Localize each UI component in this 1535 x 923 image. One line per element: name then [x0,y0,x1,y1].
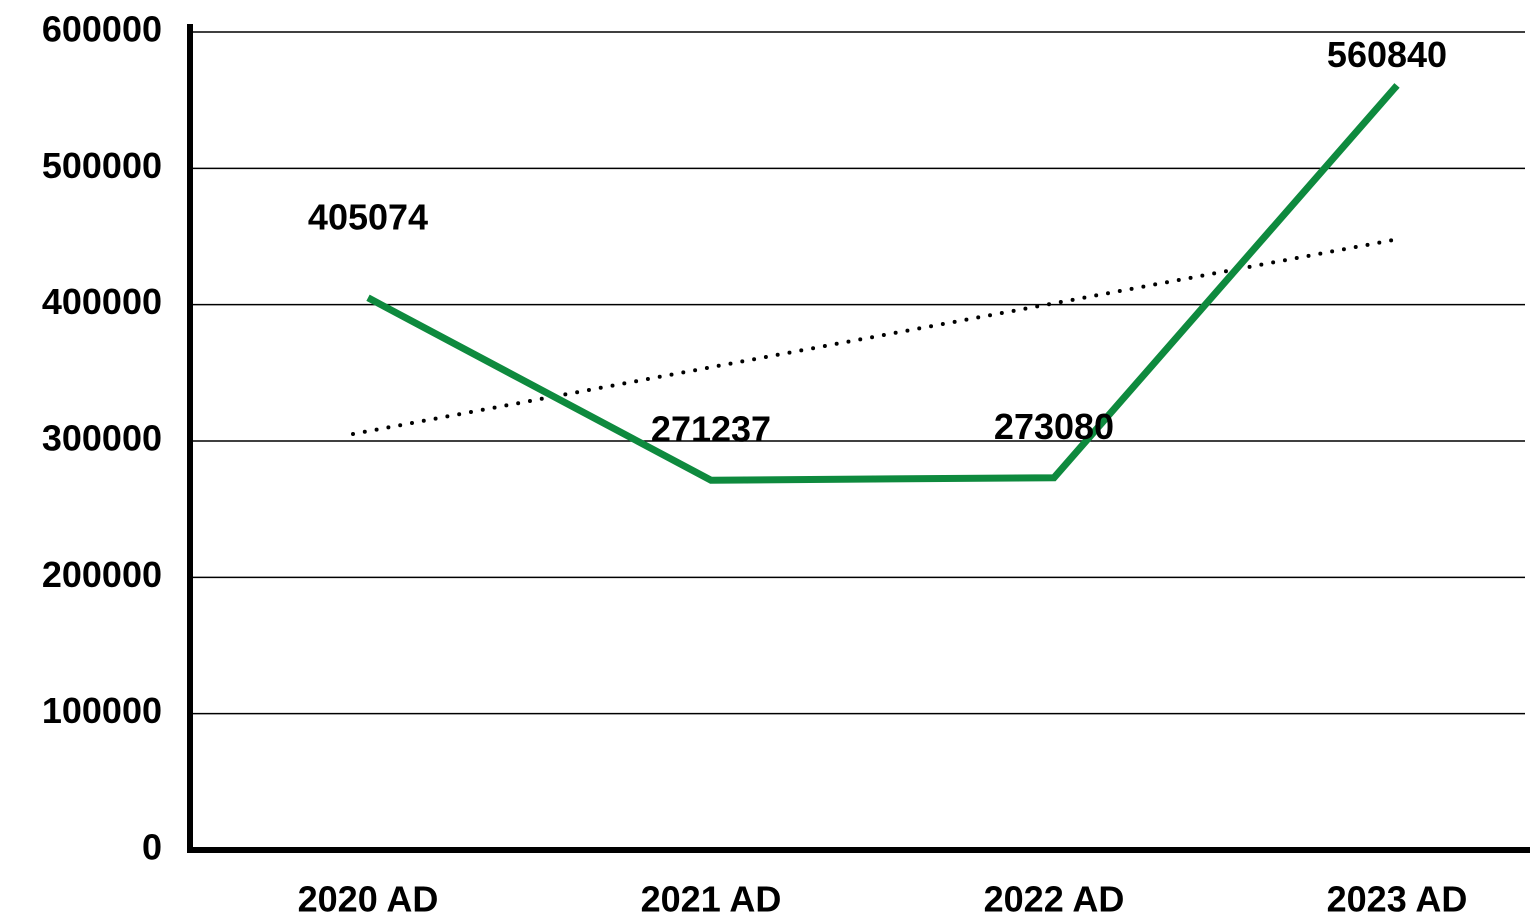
y-tick-label: 500000 [42,145,162,186]
data-label: 273080 [994,406,1114,447]
y-tick-label: 0 [142,827,162,868]
data-label: 271237 [651,409,771,450]
data-line [366,83,1400,484]
x-tick-label: 2023 AD [1327,879,1468,920]
y-tick-label: 600000 [42,9,162,50]
y-tick-label: 300000 [42,418,162,459]
x-tick-label: 2020 AD [298,879,439,920]
trendline [351,236,1404,436]
x-tick-label: 2021 AD [641,879,782,920]
y-tick-label: 100000 [42,690,162,731]
y-tick-label: 200000 [42,554,162,595]
data-label: 560840 [1327,34,1447,75]
data-label: 405074 [308,196,428,237]
x-tick-label: 2022 AD [984,879,1125,920]
y-tick-label: 400000 [42,281,162,322]
